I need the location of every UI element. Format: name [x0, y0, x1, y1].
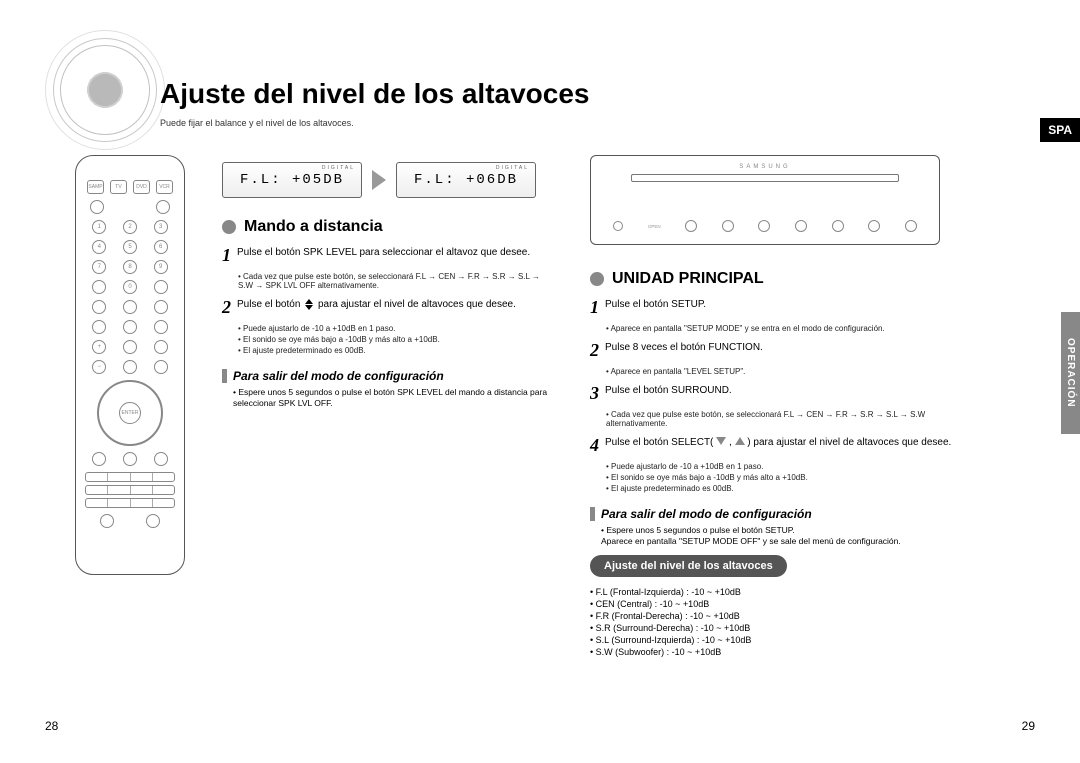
range-sr: • S.R (Surround-Derecha) : -10 ~ +10dB [590, 623, 787, 633]
u-s3b: • Cada vez que pulse este botón, se sele… [606, 410, 970, 428]
step1-bullet: • Cada vez que pulse este botón, se sele… [238, 272, 552, 290]
arrow-right-icon [372, 170, 386, 190]
lcd-right: F.L: +06DBDIGITAL [396, 162, 536, 198]
step2-text: Pulse el botón para ajustar el nivel de … [237, 298, 516, 316]
main-unit-section: UNIDAD PRINCIPAL 1Pulse el botón SETUP. … [590, 262, 970, 548]
range-sw: • S.W (Subwoofer) : -10 ~ +10dB [590, 647, 787, 657]
step1-text: Pulse el botón SPK LEVEL para selecciona… [237, 246, 530, 264]
spa-tab: SPA [1040, 118, 1080, 142]
bullet-icon [222, 220, 236, 234]
main-unit-illustration: SAMSUNG OPEN [590, 155, 940, 245]
range-box: Ajuste del nivel de los altavoces • F.L … [590, 555, 787, 659]
remote-section: Mando a distancia 1 Pulse el botón SPK LE… [222, 210, 552, 410]
range-cen: • CEN (Central) : -10 ~ +10dB [590, 599, 787, 609]
step-num-2: 2 [222, 298, 231, 316]
u-s4: Pulse el botón SELECT( , ) para ajustar … [605, 436, 951, 454]
u-s4b2: • El sonido se oye más bajo a -10dB y má… [606, 473, 970, 482]
page-num-left: 28 [45, 719, 58, 733]
range-sl: • S.L (Surround-Izquierda) : -10 ~ +10dB [590, 635, 787, 645]
side-tab: OPERACIÓN [1061, 312, 1080, 434]
u-s1b: • Aparece en pantalla "SETUP MODE" y se … [606, 324, 970, 333]
range-fr: • F.R (Frontal-Derecha) : -10 ~ +10dB [590, 611, 787, 621]
up-icon [735, 437, 745, 445]
lcd-row: F.L: +05DBDIGITAL F.L: +06DBDIGITAL [222, 162, 536, 198]
step2-b3: • El ajuste predeterminado es 00dB. [238, 346, 552, 355]
remote-illustration: SAMPTVDVDVCR 123 456 789 0 + − ENTER [75, 155, 185, 575]
u-exit-head: Para salir del modo de configuración [590, 507, 970, 521]
remote-section-head: Mando a distancia [244, 218, 383, 236]
u-s2: Pulse 8 veces el botón FUNCTION. [605, 341, 763, 359]
exit-text: • Espere unos 5 segundos o pulse el botó… [233, 387, 552, 410]
lcd-left: F.L: +05DBDIGITAL [222, 162, 362, 198]
step2-b1: • Puede ajustarlo de -10 a +10dB en 1 pa… [238, 324, 552, 333]
up-down-icon [305, 299, 313, 310]
down-icon [716, 437, 726, 445]
range-pill: Ajuste del nivel de los altavoces [590, 555, 787, 577]
u-s1: Pulse el botón SETUP. [605, 298, 706, 316]
bullet-icon [590, 272, 604, 286]
u-s3: Pulse el botón SURROUND. [605, 384, 732, 402]
u-exit2: Aparece en pantalla "SETUP MODE OFF" y s… [601, 536, 970, 547]
page-subtitle: Puede fijar el balance y el nivel de los… [160, 118, 354, 128]
unidad-head: UNIDAD PRINCIPAL [612, 270, 764, 288]
device-brand: SAMSUNG [739, 164, 790, 170]
step2-b2: • El sonido se oye más bajo a -10dB y má… [238, 335, 552, 344]
range-fl: • F.L (Frontal-Izquierda) : -10 ~ +10dB [590, 587, 787, 597]
exit-head: Para salir del modo de configuración [222, 369, 552, 383]
u-s2b: • Aparece en pantalla "LEVEL SETUP". [606, 367, 970, 376]
speaker-decor-icon [60, 45, 150, 135]
u-s4b1: • Puede ajustarlo de -10 a +10dB en 1 pa… [606, 462, 970, 471]
u-exit1: • Espere unos 5 segundos o pulse el botó… [601, 525, 970, 536]
step-num-1: 1 [222, 246, 231, 264]
u-s4b3: • El ajuste predeterminado es 00dB. [606, 484, 970, 493]
enter-label: ENTER [119, 402, 141, 424]
page-num-right: 29 [1022, 719, 1035, 733]
page-title: Ajuste del nivel de los altavoces [160, 78, 590, 110]
